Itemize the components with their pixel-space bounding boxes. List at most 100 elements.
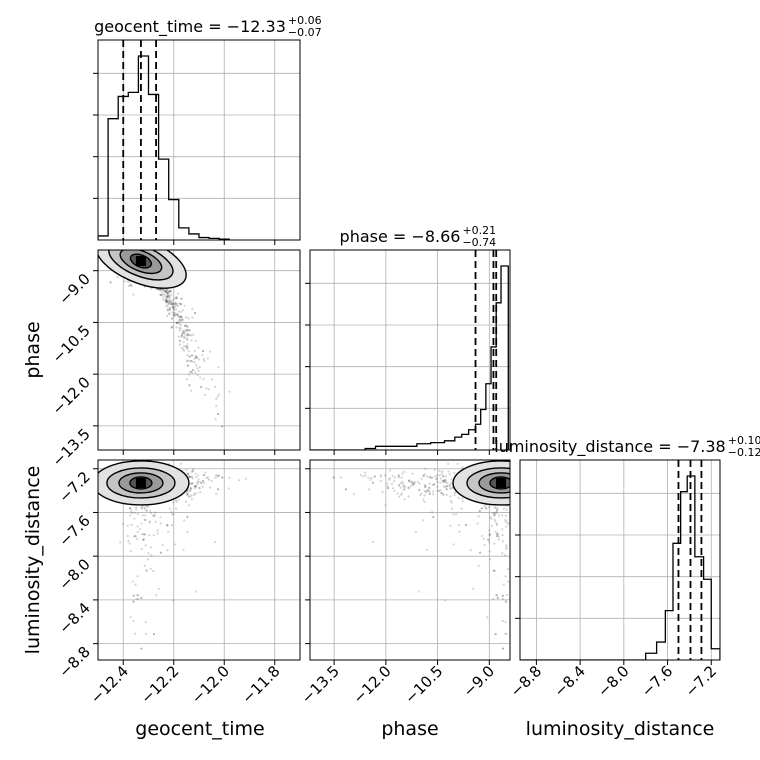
- sample-point: [134, 583, 137, 586]
- sample-point: [504, 600, 508, 603]
- sample-point: [190, 488, 193, 491]
- sample-point: [145, 509, 148, 512]
- sample-point: [398, 484, 401, 487]
- sample-point: [143, 507, 146, 510]
- sample-point: [440, 491, 443, 495]
- sample-point: [505, 525, 508, 528]
- sample-point: [197, 346, 200, 349]
- sample-point: [217, 393, 221, 396]
- sample-point: [175, 313, 179, 316]
- sample-point: [359, 474, 362, 477]
- sample-point: [136, 575, 139, 578]
- sample-point: [145, 509, 148, 512]
- sample-point: [162, 288, 165, 291]
- sample-point: [447, 462, 450, 465]
- sample-point: [188, 329, 191, 332]
- sample-point: [170, 523, 174, 527]
- sample-point: [496, 596, 499, 600]
- sample-point: [505, 547, 508, 551]
- sample-point: [221, 425, 224, 428]
- sample-point: [167, 299, 170, 302]
- sample-point: [148, 533, 151, 537]
- sample-point: [187, 333, 190, 336]
- sample-point: [166, 294, 169, 298]
- sample-point: [166, 291, 169, 295]
- sample-point: [193, 485, 197, 488]
- sample-point: [188, 490, 192, 493]
- sample-point: [423, 473, 426, 476]
- sample-point: [191, 482, 194, 485]
- sample-point: [423, 483, 426, 486]
- sample-point: [152, 633, 156, 636]
- sample-point: [165, 300, 169, 303]
- sample-point: [185, 468, 188, 472]
- sample-point: [171, 325, 174, 328]
- sample-point: [194, 485, 198, 488]
- histogram-step-geocent_time: [98, 55, 230, 240]
- sample-point: [379, 479, 382, 483]
- sample-point: [166, 523, 169, 527]
- sample-point: [411, 480, 414, 484]
- sample-point: [458, 523, 461, 527]
- sample-point: [188, 475, 191, 478]
- sample-point: [191, 316, 194, 319]
- sample-point: [135, 508, 138, 511]
- sample-point: [215, 474, 218, 477]
- sample-point: [196, 482, 199, 486]
- sample-point: [182, 349, 185, 352]
- sample-point: [183, 337, 186, 340]
- sample-point: [152, 534, 155, 537]
- sample-point: [203, 360, 206, 363]
- sample-point: [422, 498, 425, 501]
- histogram-step-luminosity_distance: [520, 475, 720, 660]
- sample-point: [185, 345, 188, 348]
- sample-point: [174, 305, 177, 308]
- sample-point: [172, 306, 175, 309]
- sample-point: [172, 501, 175, 504]
- sample-point: [168, 309, 172, 312]
- scatter-panel-phase-vs-luminosity_distance: [309, 459, 511, 661]
- sample-point: [140, 522, 143, 525]
- sample-point: [178, 339, 181, 342]
- sample-point: [132, 594, 135, 597]
- sample-point: [193, 361, 196, 364]
- sample-point: [166, 291, 169, 295]
- sample-point: [186, 334, 189, 337]
- sample-point: [189, 495, 192, 498]
- sample-point: [192, 333, 195, 336]
- sample-point: [140, 596, 143, 600]
- sample-point: [144, 621, 147, 624]
- sample-point: [504, 632, 507, 635]
- sample-point: [202, 482, 205, 485]
- sample-point: [407, 487, 411, 490]
- sample-point: [126, 524, 129, 527]
- sample-point: [144, 518, 147, 522]
- sample-point: [449, 524, 452, 527]
- sample-point: [119, 541, 122, 544]
- sample-point: [402, 482, 405, 485]
- sample-point: [183, 519, 186, 522]
- sample-point: [132, 600, 135, 603]
- sample-point: [188, 384, 191, 387]
- sample-point: [116, 276, 119, 279]
- sample-point: [208, 350, 212, 353]
- sample-point: [447, 470, 450, 473]
- sample-point: [408, 479, 411, 482]
- panel-frame: [519, 459, 721, 661]
- sample-point: [153, 514, 156, 517]
- sample-point: [191, 368, 195, 372]
- sample-point: [193, 492, 196, 495]
- sample-point: [217, 412, 220, 416]
- sample-point: [129, 507, 132, 510]
- sample-point: [173, 314, 176, 317]
- sample-point: [140, 507, 143, 510]
- sample-point: [485, 507, 488, 510]
- sample-point: [452, 513, 455, 516]
- sample-point: [171, 305, 174, 308]
- sample-point: [179, 462, 182, 465]
- sample-point: [186, 354, 189, 357]
- sample-point: [143, 533, 146, 536]
- sample-point: [221, 476, 224, 479]
- sample-point: [143, 507, 146, 510]
- sample-point: [369, 478, 372, 481]
